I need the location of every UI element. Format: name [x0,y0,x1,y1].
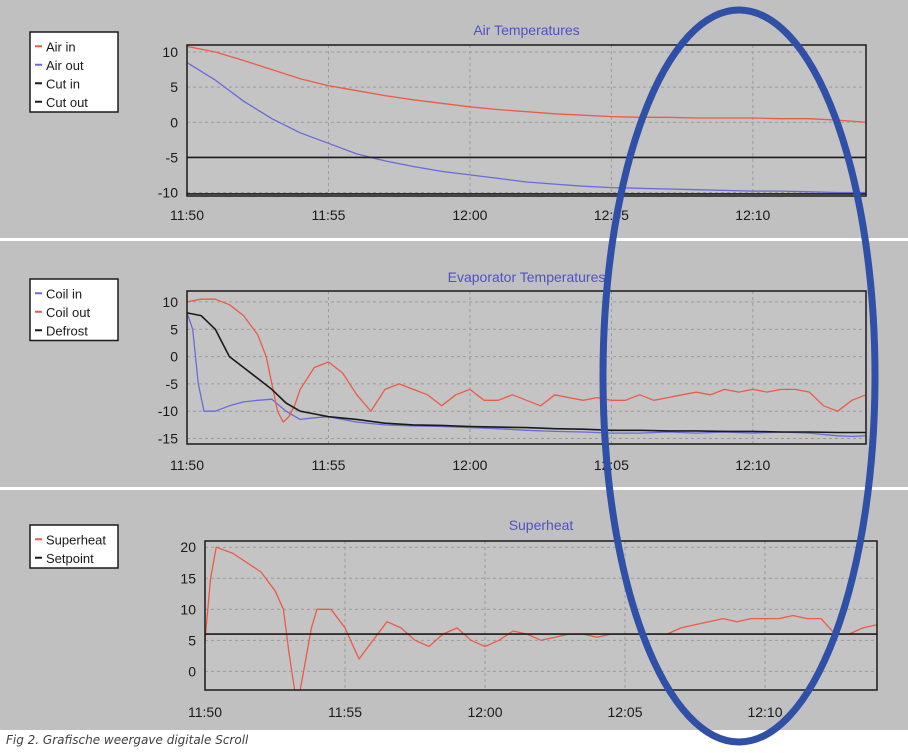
chart-title: Evaporator Temperatures [448,269,606,285]
legend-label: Cut out [46,95,88,110]
x-tick-label: 12:00 [452,207,487,223]
legend-box [29,524,119,569]
figure-caption: Fig 2. Grafische weergave digitale Scrol… [6,733,249,747]
x-tick-label: 12:05 [607,704,642,720]
series-line-air-in [186,45,867,123]
plot-frame [204,540,878,691]
y-tick-label: -15 [158,431,178,447]
y-tick-label: 5 [170,79,178,95]
plot-area [187,291,866,444]
legend: Air in Air out Cut in Cut out [29,31,119,113]
x-tick-label: 12:05 [594,457,629,473]
plot-frame [186,290,867,445]
legend-label: Defrost [46,323,88,338]
chart-panel-1: 11:50 11:55 12:00 12:05 12:10 10 5 0 -5 -10 Air Te… [0,0,908,238]
x-tick-label: 11:50 [170,207,204,223]
plot-area [187,45,866,196]
highlight-ellipse [599,6,879,746]
legend: Superheat Setpoint [29,524,119,569]
legend-label: Setpoint [46,551,94,566]
legend-label: Coil in [46,286,82,301]
plot-frame [186,44,867,197]
y-tick-label: -10 [158,403,178,419]
y-tick-label: 5 [188,632,196,648]
x-tick-label: 11:55 [328,704,362,720]
chart-panel-2: 11:50 11:55 12:00 12:05 12:10 10 5 0 -5 -10 -15 Eva… [0,241,908,487]
y-tick-label: 5 [170,321,178,337]
series-line-coil-out [186,298,867,423]
legend-label: Coil out [46,305,90,320]
x-tick-label: 12:00 [467,704,502,720]
series-line-defrost [186,312,866,434]
y-tick-label: -10 [158,184,178,200]
y-tick-label: 10 [180,601,196,617]
x-tick-label: 12:05 [594,207,629,223]
x-tick-label: 11:55 [311,457,345,473]
x-tick-label: 12:00 [452,457,487,473]
y-tick-label: -5 [166,376,179,392]
chart-panel-3: 11:50 11:55 12:00 12:05 12:10 20 15 10 5 0 Superhe… [0,490,908,730]
y-tick-label: 20 [180,539,196,555]
x-tick-label: 12:10 [735,457,770,473]
legend-box [29,31,119,113]
plot-area [205,541,877,690]
chart-title: Superheat [509,517,574,533]
y-tick-label: 15 [180,570,196,586]
y-tick-label: 0 [170,114,178,130]
y-tick-label: 0 [170,349,178,365]
x-tick-label: 11:50 [188,704,222,720]
y-tick-label: 0 [188,663,196,679]
x-tick-label: 12:10 [747,704,782,720]
y-tick-label: 10 [162,44,178,60]
legend-label: Cut in [46,76,80,91]
y-tick-label: 10 [162,294,178,310]
x-tick-label: 11:55 [311,207,345,223]
series-line-coil-in [186,312,867,438]
x-tick-label: 12:10 [735,207,770,223]
chart-title: Air Temperatures [473,22,579,38]
x-tick-label: 11:50 [170,457,204,473]
legend-label: Air in [46,39,76,54]
legend-box [29,278,119,342]
y-tick-label: -5 [166,149,179,165]
panels-layer: 11:50 11:55 12:00 12:05 12:10 10 5 0 -5 -10 Air Te… [0,0,908,730]
legend-label: Air out [46,58,84,73]
legend: Coil in Coil out Defrost [29,278,119,342]
series-line-air-out [186,62,866,194]
legend-label: Superheat [46,532,106,547]
